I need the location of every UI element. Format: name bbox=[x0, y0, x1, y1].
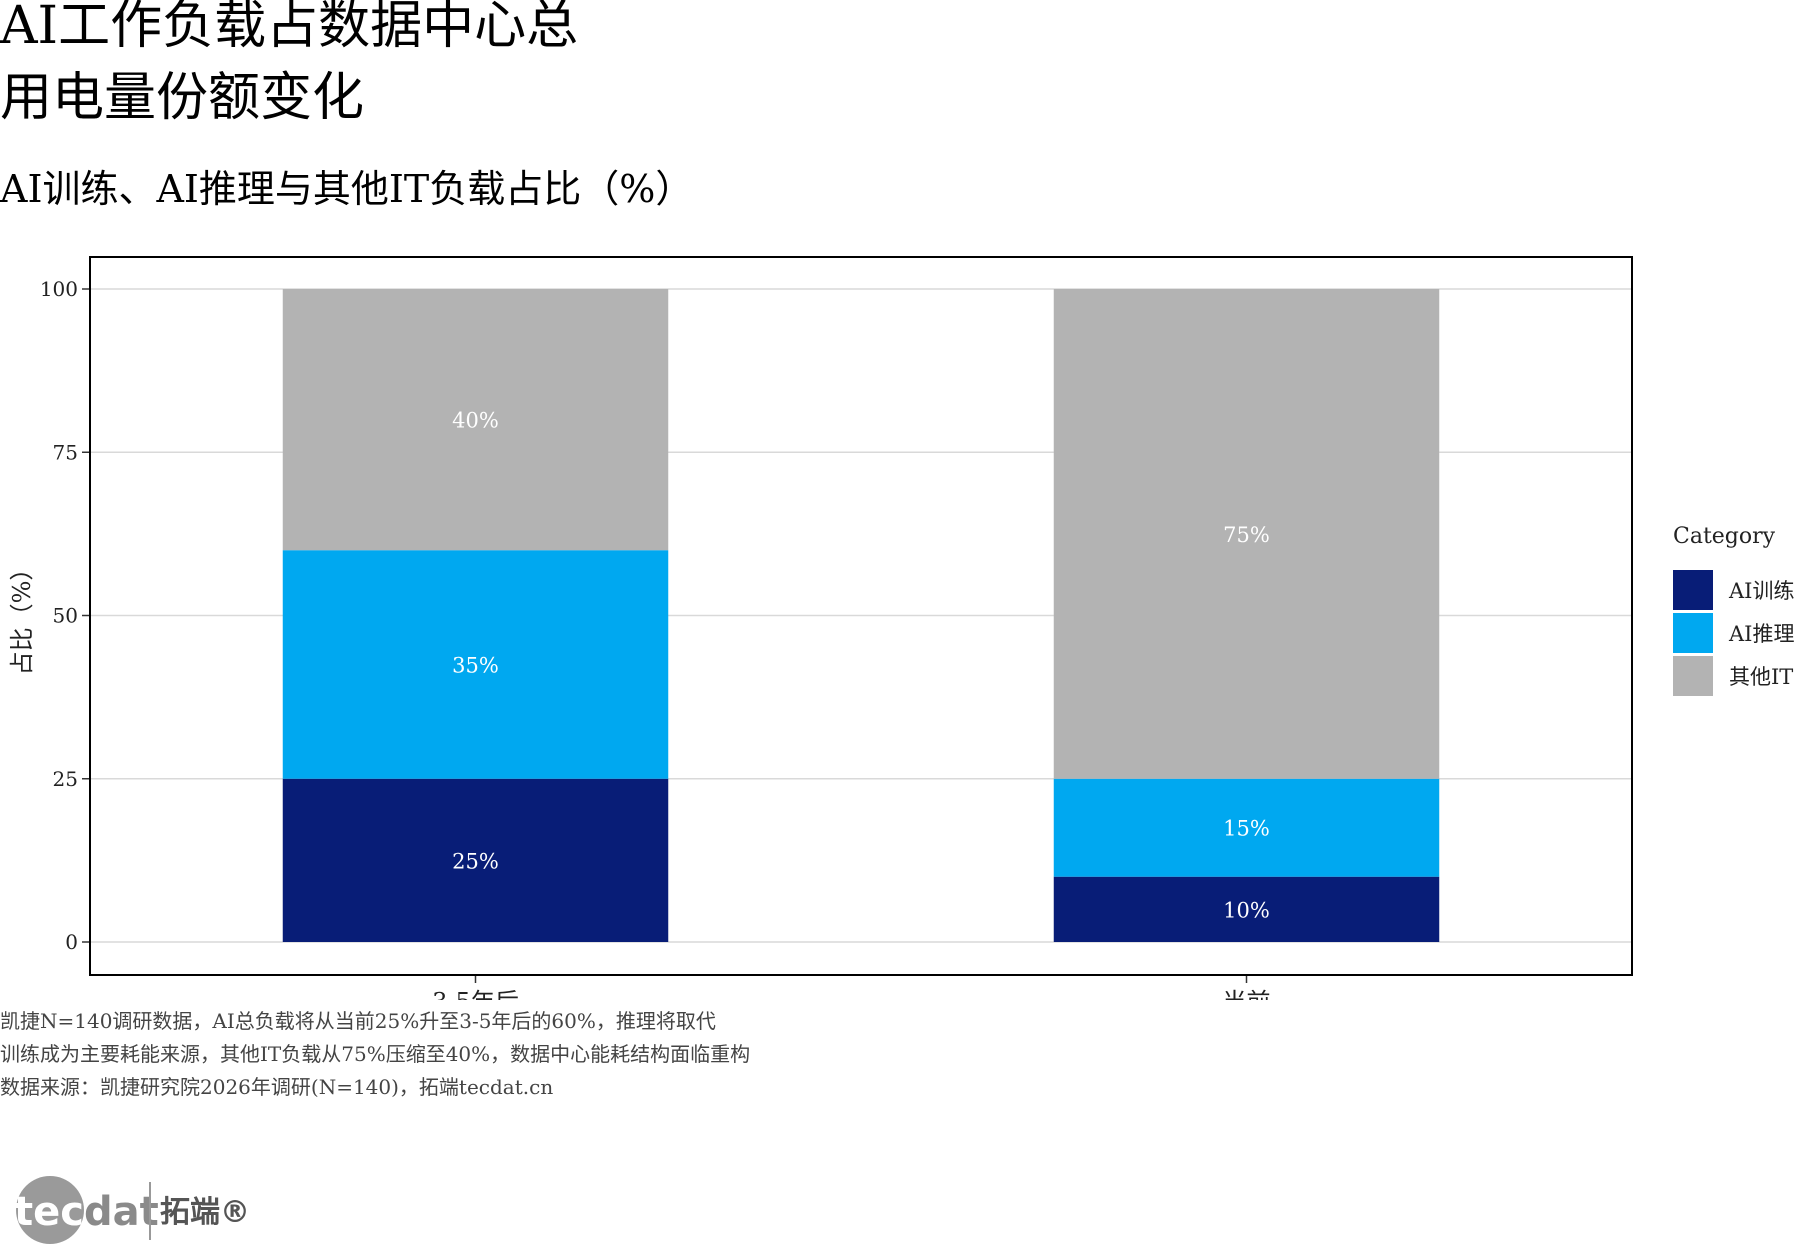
legend-label-0: AI训练 bbox=[1728, 579, 1794, 603]
y-tick-label-1: 25 bbox=[53, 767, 78, 791]
logo-circle-icon bbox=[16, 1176, 84, 1244]
x-tick-label-0: 3-5年后 bbox=[432, 988, 519, 1000]
legend-swatch-1 bbox=[1673, 613, 1713, 653]
bar-1-2 bbox=[1053, 289, 1440, 779]
stacked-bar-chart: 0 25 50 75 100 25% 35% 40% 3-5年后 10% 15% 75% 当前 占比（%）… bbox=[8, 256, 1794, 1000]
bar-1-1 bbox=[1053, 778, 1440, 877]
tecdat-logo: tec dat 拓端® bbox=[14, 1176, 250, 1244]
data-label-0-1: 35% bbox=[452, 653, 499, 677]
legend-swatch-0 bbox=[1673, 570, 1713, 610]
data-label-0-0: 25% bbox=[452, 849, 499, 873]
caption-line-1: 凯捷N=140调研数据，AI总负载将从当前25%升至3-5年后的60%，推理将取… bbox=[0, 1009, 716, 1033]
legend-label-2: 其他IT bbox=[1729, 665, 1793, 689]
data-label-1-1: 15% bbox=[1223, 817, 1270, 841]
y-tick-label-0: 0 bbox=[65, 930, 78, 954]
y-axis-label: 占比（%） bbox=[8, 557, 36, 676]
chart-title-line-1: AI工作负载占数据中心总 bbox=[0, 0, 579, 56]
y-tick-label-3: 75 bbox=[53, 440, 78, 464]
data-label-0-2: 40% bbox=[452, 409, 499, 433]
caption-line-3: 数据来源：凯捷研究院2026年调研(N=140)，拓端tecdat.cn bbox=[0, 1075, 554, 1099]
bar-0-0 bbox=[282, 778, 669, 942]
y-tick-label-2: 50 bbox=[53, 604, 78, 628]
plot-panel-border bbox=[89, 256, 1633, 976]
chart-subtitle: AI训练、AI推理与其他IT负载占比（%） bbox=[0, 167, 694, 211]
logo-text-en-part1: tec bbox=[14, 1189, 84, 1235]
legend-label-1: AI推理 bbox=[1728, 622, 1794, 646]
legend-title: Category bbox=[1673, 524, 1776, 549]
data-label-1-2: 75% bbox=[1223, 523, 1270, 547]
bar-0-2 bbox=[282, 289, 669, 551]
y-tick-label-4: 100 bbox=[40, 277, 78, 301]
logo-text-cn: 拓端® bbox=[160, 1195, 250, 1230]
caption-line-2: 训练成为主要耗能来源，其他IT负载从75%压缩至40%，数据中心能耗结构面临重构 bbox=[0, 1042, 751, 1066]
x-tick-label-1: 当前 bbox=[1223, 988, 1271, 1000]
chart-title-line-2: 用电量份额变化 bbox=[0, 68, 365, 128]
bar-1-0 bbox=[1053, 876, 1440, 942]
logo-text-en-part2: dat bbox=[84, 1189, 159, 1235]
legend-swatch-2 bbox=[1673, 656, 1713, 696]
bar-0-1 bbox=[282, 550, 669, 779]
data-label-1-0: 10% bbox=[1223, 898, 1270, 922]
